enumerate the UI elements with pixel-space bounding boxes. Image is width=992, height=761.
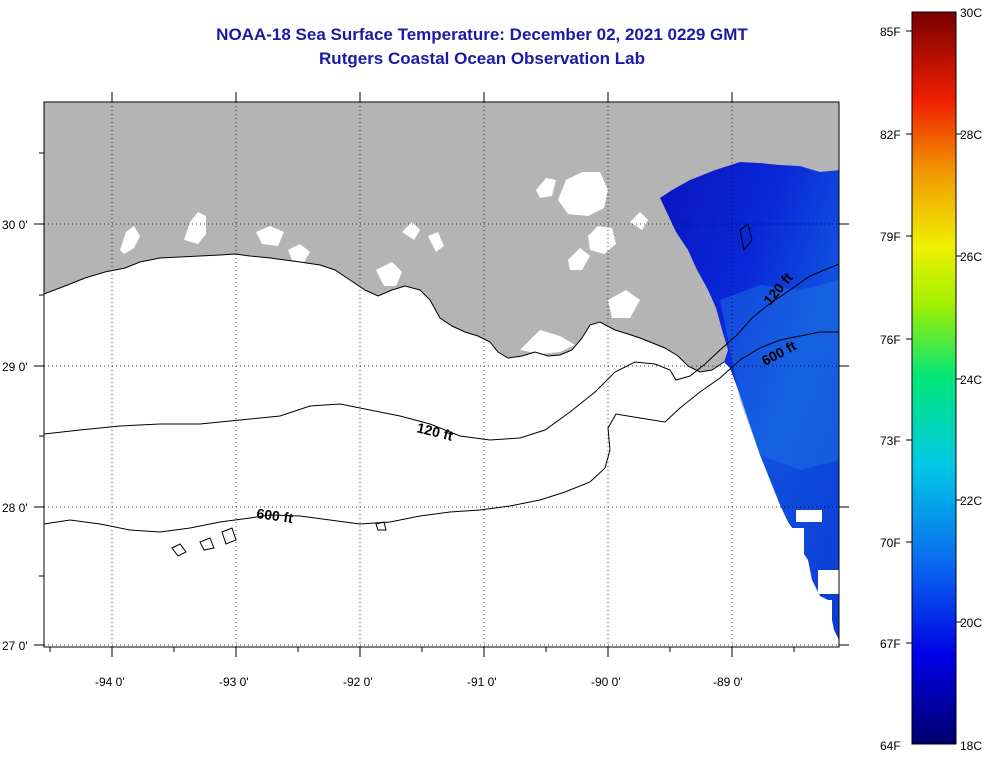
colorbar-label-c: 18C: [960, 739, 982, 753]
inland-lakes: [120, 172, 648, 354]
colorbar-label-f: 82F: [880, 128, 901, 142]
map-title: NOAA-18 Sea Surface Temperature: Decembe…: [216, 25, 748, 44]
colorbar-label-c: 22C: [960, 494, 982, 508]
colorbar-label-f: 76F: [880, 333, 901, 347]
y-tick-label: 30 0': [2, 218, 28, 232]
y-tick-label: 29 0': [2, 360, 28, 374]
coastline: [44, 253, 725, 373]
colorbar-label-f: 73F: [880, 434, 901, 448]
map-subtitle: Rutgers Coastal Ocean Observation Lab: [319, 49, 645, 68]
y-tick-label: 27 0': [2, 639, 28, 653]
x-tick-label: -94 0': [95, 675, 125, 689]
colorbar-label-c: 20C: [960, 616, 982, 630]
contour-label: 600 ft: [256, 505, 295, 526]
x-tick-label: -93 0': [219, 675, 249, 689]
cloud-gaps: [790, 510, 839, 630]
colorbar-label-c: 24C: [960, 373, 982, 387]
x-tick-label: -92 0': [343, 675, 373, 689]
x-tick-label: -91 0': [467, 675, 497, 689]
colorbar-label-f: 79F: [880, 230, 901, 244]
colorbar-label-f: 67F: [880, 637, 901, 651]
bathymetry-contours: [44, 223, 839, 557]
colorbar-label-c: 26C: [960, 250, 982, 264]
colorbar-label-f: 85F: [880, 25, 901, 39]
colorbar-label-c: 28C: [960, 128, 982, 142]
x-tick-label: -89 0': [713, 675, 743, 689]
sst-swath: [660, 162, 839, 640]
land-mass: [44, 102, 839, 372]
graticule: [44, 102, 839, 647]
axis-ticks: [34, 92, 849, 657]
x-tick-label: -90 0': [591, 675, 621, 689]
color-bar: [911, 11, 957, 745]
y-tick-label: 28 0': [2, 501, 28, 515]
colorbar-label-f: 70F: [880, 536, 901, 550]
colorbar-label-c: 30C: [960, 6, 982, 20]
colorbar-label-f: 64F: [880, 739, 901, 753]
